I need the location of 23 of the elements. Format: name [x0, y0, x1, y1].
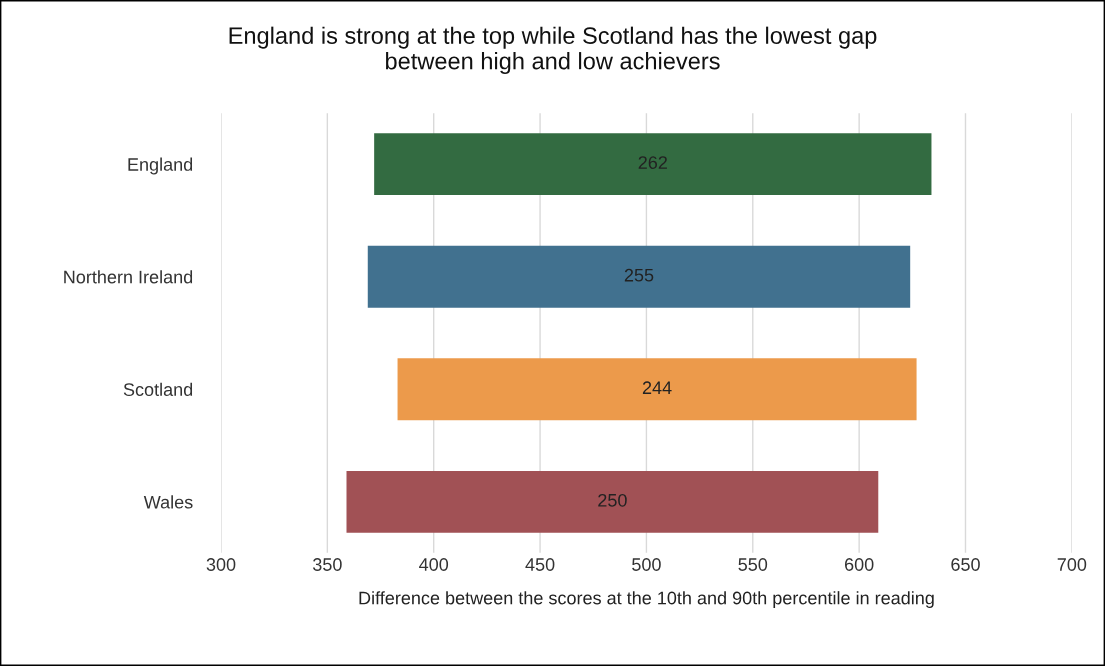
y-tick-label: Wales [143, 495, 193, 509]
bar [374, 133, 932, 196]
x-tick-label: 550 [738, 558, 768, 571]
y-tick-label: Northern Ireland [64, 270, 193, 284]
data-label: 244 [642, 381, 672, 394]
x-tick-label: 300 [206, 558, 236, 571]
x-axis-title: Difference between the scores at the 10th and 90th percentile in reading [359, 591, 934, 608]
x-tick-label: 450 [525, 558, 555, 571]
data-label: 255 [624, 268, 654, 282]
x-tick-label: 650 [951, 558, 980, 571]
x-tick-label: 350 [312, 558, 342, 571]
chart-title: England is strong at the top while Scotland has the lowest gap between high and low achievers [229, 26, 877, 75]
bar [346, 470, 879, 533]
bar [367, 245, 911, 308]
x-tick-label: 600 [844, 558, 874, 571]
x-tick-label: 700 [1057, 558, 1087, 571]
data-label: 250 [598, 493, 627, 507]
x-tick-label: 400 [419, 558, 449, 571]
x-tick-label: 500 [632, 558, 661, 571]
y-tick-label: Scotland [123, 382, 193, 396]
bar [397, 358, 917, 421]
data-label: 262 [638, 156, 667, 169]
y-tick-label: England [128, 157, 193, 175]
